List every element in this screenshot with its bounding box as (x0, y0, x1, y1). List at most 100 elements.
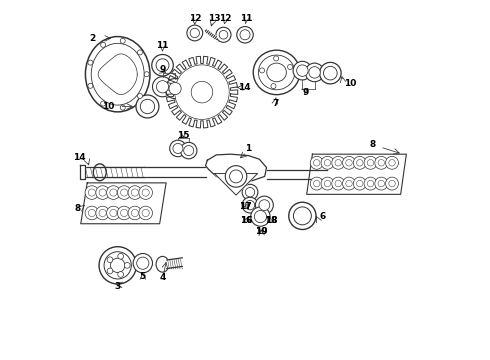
Text: 8: 8 (74, 204, 80, 213)
Text: 18: 18 (265, 216, 277, 225)
Circle shape (88, 60, 93, 65)
Circle shape (124, 262, 130, 268)
Text: 14: 14 (73, 153, 86, 162)
Circle shape (259, 200, 270, 211)
Text: 5: 5 (140, 271, 146, 280)
Circle shape (139, 186, 152, 199)
Circle shape (118, 253, 123, 259)
Circle shape (88, 83, 93, 88)
Circle shape (121, 189, 128, 196)
Text: 13: 13 (208, 14, 221, 23)
Circle shape (216, 27, 231, 42)
Circle shape (96, 206, 109, 220)
Circle shape (254, 211, 267, 223)
Text: 19: 19 (255, 228, 268, 237)
Text: 14: 14 (238, 83, 250, 92)
Circle shape (310, 177, 323, 190)
Circle shape (99, 210, 106, 217)
Circle shape (245, 188, 255, 197)
Circle shape (242, 184, 258, 200)
Circle shape (107, 257, 113, 262)
Circle shape (368, 159, 374, 166)
Circle shape (133, 253, 152, 273)
Circle shape (169, 82, 181, 95)
Circle shape (191, 81, 213, 103)
Circle shape (343, 177, 355, 190)
Circle shape (364, 177, 377, 190)
Circle shape (128, 186, 142, 199)
Circle shape (96, 186, 109, 199)
Circle shape (136, 95, 159, 118)
Ellipse shape (258, 55, 295, 90)
Circle shape (142, 189, 149, 196)
Circle shape (353, 177, 366, 190)
Text: 9: 9 (302, 87, 308, 96)
Circle shape (293, 61, 312, 80)
Circle shape (107, 268, 113, 274)
Circle shape (323, 66, 337, 80)
Circle shape (386, 156, 398, 169)
Circle shape (117, 186, 131, 199)
Ellipse shape (91, 43, 144, 105)
Circle shape (140, 99, 155, 114)
Text: 3: 3 (115, 282, 121, 291)
Circle shape (378, 159, 385, 166)
Circle shape (120, 105, 125, 110)
Circle shape (104, 252, 131, 279)
Ellipse shape (93, 164, 106, 181)
Circle shape (99, 247, 136, 284)
Polygon shape (205, 154, 267, 182)
Circle shape (237, 27, 253, 43)
Polygon shape (100, 167, 205, 177)
Text: 6: 6 (319, 212, 326, 221)
Circle shape (353, 156, 366, 169)
Circle shape (324, 159, 331, 166)
Text: 2: 2 (90, 34, 96, 43)
Circle shape (240, 30, 250, 40)
Ellipse shape (156, 256, 169, 272)
Circle shape (389, 180, 395, 187)
Text: 8: 8 (370, 140, 376, 149)
Circle shape (296, 65, 308, 76)
Circle shape (107, 206, 120, 220)
Circle shape (156, 81, 169, 93)
Circle shape (288, 64, 293, 69)
Polygon shape (267, 170, 327, 179)
Circle shape (137, 94, 143, 99)
Circle shape (260, 68, 265, 73)
Circle shape (165, 78, 185, 99)
Circle shape (117, 206, 131, 220)
Circle shape (190, 28, 199, 38)
Circle shape (137, 50, 143, 55)
Circle shape (309, 67, 320, 78)
Text: 4: 4 (160, 273, 167, 282)
Circle shape (128, 206, 142, 220)
Circle shape (173, 143, 183, 153)
Circle shape (332, 156, 344, 169)
Text: 10: 10 (102, 102, 114, 111)
Circle shape (219, 31, 228, 39)
Circle shape (251, 207, 270, 226)
Circle shape (314, 159, 320, 166)
Circle shape (357, 159, 363, 166)
Circle shape (170, 140, 186, 157)
Circle shape (375, 177, 388, 190)
Circle shape (230, 170, 243, 183)
Text: 16: 16 (240, 216, 253, 225)
Text: 18: 18 (265, 216, 277, 225)
Circle shape (375, 156, 388, 169)
Text: 9: 9 (159, 65, 166, 74)
Circle shape (255, 196, 273, 214)
Polygon shape (167, 258, 182, 269)
Circle shape (144, 72, 149, 77)
Circle shape (88, 189, 96, 196)
Circle shape (85, 186, 98, 199)
Circle shape (335, 159, 342, 166)
Circle shape (120, 38, 125, 43)
Circle shape (343, 156, 355, 169)
Polygon shape (84, 167, 145, 177)
Circle shape (110, 189, 117, 196)
Circle shape (110, 210, 117, 217)
Circle shape (305, 63, 324, 82)
Circle shape (242, 197, 258, 213)
